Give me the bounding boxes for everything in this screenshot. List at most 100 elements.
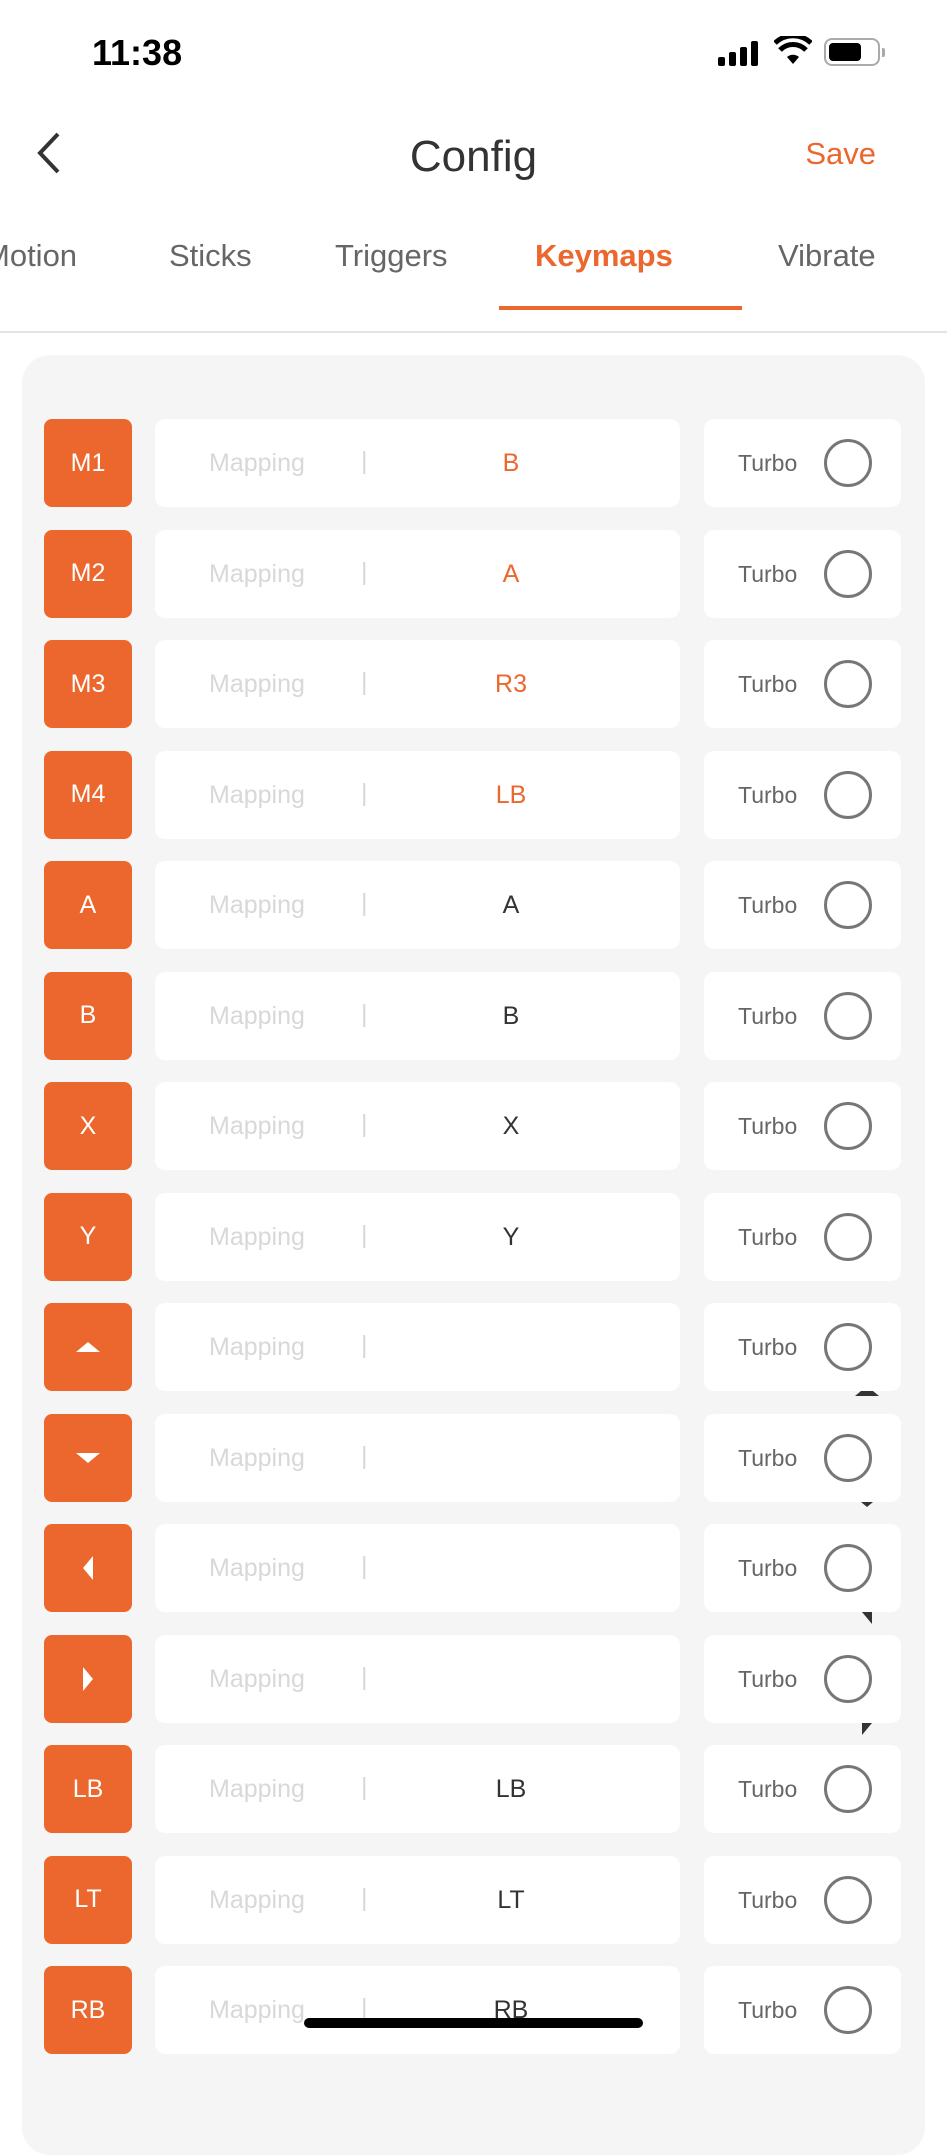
turbo-radio[interactable] [824,1544,872,1592]
tab-vibrate[interactable]: Vibrate [778,238,876,273]
turbo-label: Turbo [738,450,798,476]
home-indicator[interactable] [304,2018,643,2028]
turbo-label: Turbo [738,560,798,587]
mapping-label: Mapping [209,1664,305,1693]
mapping-field[interactable]: Mapping | RB [155,1966,680,2054]
nav-bar: Config Save [0,110,947,200]
key-button[interactable]: M1 [44,419,132,507]
turbo-option: Turbo [704,1303,901,1391]
keymap-row: LT Mapping | LT Turbo [22,1855,925,1944]
key-button[interactable]: LT [44,1855,132,1944]
turbo-label: Turbo [738,781,798,808]
mapping-field[interactable]: Mapping | Y [155,1192,680,1281]
keymap-row: M2 Mapping | A Turbo [22,529,925,618]
key-button[interactable] [44,1303,132,1391]
mapping-field[interactable]: Mapping | B [155,419,680,507]
key-label: RB [70,1995,106,2024]
turbo-radio[interactable] [824,439,872,487]
mapping-separator: | [361,1331,368,1359]
mapping-field[interactable]: Mapping | R3 [155,640,680,728]
key-label: M2 [70,559,106,587]
mapping-field[interactable]: Mapping | [155,1413,879,1507]
mapping-value: B [502,449,520,477]
keymap-row: LB Mapping | LB Turbo [22,1745,925,1833]
key-button[interactable]: M2 [44,529,132,618]
turbo-label: Turbo [738,1113,798,1139]
turbo-radio[interactable] [824,549,872,598]
mapping-separator: | [361,447,368,475]
mapping-field[interactable]: Mapping | LB [155,750,680,839]
turbo-radio[interactable] [824,1433,872,1482]
key-button[interactable]: A [44,861,132,949]
mapping-value: Y [502,1222,520,1251]
mapping-label: Mapping [209,1554,305,1582]
mapping-field[interactable]: Mapping | A [155,861,680,949]
turbo-radio[interactable] [824,1212,872,1261]
key-button[interactable]: M4 [44,750,132,839]
key-button[interactable]: B [44,971,132,1060]
turbo-radio[interactable] [824,1323,872,1371]
keymap-row: Mapping | Turbo [22,1524,925,1624]
tab-sticks[interactable]: Sticks [169,238,252,273]
mapping-field[interactable]: Mapping | A [155,529,680,618]
turbo-label: Turbo [738,1223,798,1250]
mapping-label: Mapping [209,559,305,588]
turbo-option: Turbo [704,1745,901,1833]
turbo-label: Turbo [738,1334,798,1360]
dpad-right-icon [862,1710,872,1735]
turbo-radio[interactable] [824,1765,872,1813]
key-label: LT [74,1885,102,1913]
key-label: B [79,1001,97,1029]
tab-keymaps[interactable]: Keymaps [535,238,673,273]
mapping-field[interactable]: Mapping | [155,1303,879,1396]
turbo-radio[interactable] [824,991,872,1040]
turbo-radio[interactable] [824,1654,872,1703]
keymap-row: M4 Mapping | LB Turbo [22,750,925,839]
key-button[interactable]: LB [44,1745,132,1833]
mapping-label: Mapping [209,1222,305,1251]
mapping-value: X [502,1112,520,1140]
back-chevron-icon[interactable] [30,128,70,178]
turbo-radio[interactable] [824,1875,872,1924]
turbo-radio[interactable] [824,770,872,819]
tab-motion[interactable]: Motion [0,238,78,273]
turbo-radio[interactable] [824,1986,872,2034]
tab-triggers[interactable]: Triggers [335,238,448,273]
key-label: Y [79,1222,97,1250]
turbo-radio[interactable] [824,660,872,708]
turbo-label: Turbo [738,1665,798,1692]
turbo-option: Turbo [704,1082,901,1170]
mapping-label: Mapping [209,449,305,477]
save-button[interactable]: Save [805,136,876,171]
mapping-label: Mapping [209,1775,305,1803]
page-title: Config [409,132,538,181]
mapping-value: R3 [495,670,527,698]
mapping-separator: | [361,668,368,696]
mapping-separator: | [361,557,368,586]
turbo-radio[interactable] [824,881,872,929]
mapping-field[interactable]: Mapping | LT [155,1855,680,1944]
key-button[interactable] [44,1634,132,1723]
key-button[interactable] [44,1413,132,1502]
keymap-row: B Mapping | B Turbo [22,971,925,1060]
mapping-field[interactable]: Mapping | [155,1634,872,1735]
turbo-option: Turbo [704,640,901,728]
turbo-option: Turbo [704,1966,901,2054]
status-time: 11:38 [92,32,183,73]
mapping-field[interactable]: Mapping | LB [155,1745,680,1833]
key-button[interactable]: RB [44,1966,132,2054]
turbo-label: Turbo [738,671,798,697]
key-button[interactable]: X [44,1082,132,1170]
keymap-row: M3 Mapping | R3 Turbo [22,640,925,728]
dpad-up-icon [855,1386,879,1396]
key-button[interactable]: M3 [44,640,132,728]
mapping-field[interactable]: Mapping | B [155,971,680,1060]
wifi-icon [774,36,812,64]
mapping-field[interactable]: Mapping | [155,1524,872,1624]
key-button[interactable] [44,1524,132,1612]
keymap-row: X Mapping | X Turbo [22,1082,925,1170]
mapping-field[interactable]: Mapping | X [155,1082,680,1170]
turbo-radio[interactable] [824,1102,872,1150]
key-button[interactable]: Y [44,1192,132,1281]
dpad-left-icon [83,1556,93,1580]
